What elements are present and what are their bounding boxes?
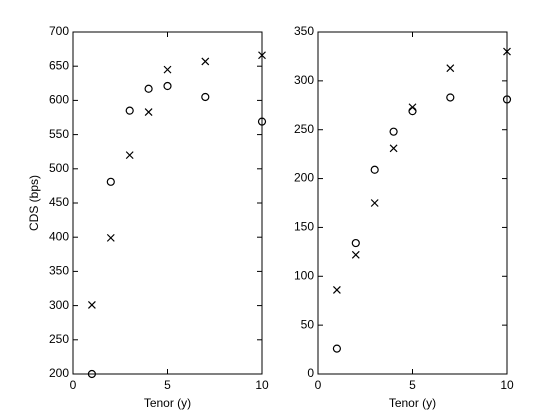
marker-cross — [201, 57, 210, 66]
y-tick-label: 500 — [49, 161, 69, 175]
marker-cross — [87, 300, 96, 309]
x-tick-label: 0 — [315, 378, 322, 392]
y-tick-label: 400 — [49, 229, 69, 243]
marker-circle — [502, 95, 512, 104]
x-axis-label: Tenor (y) — [144, 396, 191, 410]
marker-circle — [144, 84, 153, 93]
y-axis-label: CDS (bps) — [27, 175, 41, 231]
marker-circle — [106, 177, 115, 186]
x-tick-label: 0 — [70, 378, 77, 392]
marker-cross — [144, 108, 153, 116]
y-tick-label: 200 — [49, 366, 69, 380]
y-tick-label: 350 — [49, 264, 69, 278]
marker-cross — [351, 250, 360, 259]
y-tick-label: 300 — [294, 73, 314, 87]
y-tick-label: 150 — [294, 220, 314, 234]
axes-box — [72, 31, 263, 375]
marker-cross — [125, 151, 134, 160]
marker-cross — [446, 64, 455, 73]
marker-circle — [163, 81, 172, 91]
y-tick-label: 650 — [49, 58, 69, 72]
marker-cross — [389, 144, 398, 153]
y-tick-label: 250 — [294, 122, 314, 136]
marker-circle — [201, 92, 210, 102]
marker-circle — [389, 127, 398, 136]
y-tick-label: 200 — [294, 171, 314, 185]
marker-cross — [408, 103, 417, 112]
marker-circle — [87, 369, 97, 379]
x-tick-label: 5 — [164, 378, 171, 392]
marker-cross — [106, 233, 115, 242]
y-tick-label: 550 — [49, 127, 69, 141]
x-tick-label: 10 — [500, 378, 514, 392]
marker-circle — [370, 165, 379, 174]
marker-cross — [503, 47, 511, 56]
x-tick-label: 10 — [255, 378, 269, 392]
y-tick-label: 0 — [307, 366, 314, 380]
marker-cross — [332, 286, 341, 294]
marker-cross — [370, 199, 379, 207]
y-tick-label: 250 — [49, 332, 69, 346]
marker-circle — [351, 238, 360, 248]
y-tick-label: 300 — [49, 298, 69, 312]
x-tick-label: 5 — [409, 378, 416, 392]
y-tick-label: 50 — [301, 317, 315, 331]
y-tick-label: 450 — [49, 195, 69, 209]
marker-cross — [258, 51, 266, 60]
axes-box — [317, 31, 508, 375]
marker-circle — [125, 106, 134, 115]
marker-circle — [446, 93, 455, 102]
marker-cross — [163, 65, 172, 74]
marker-circle — [332, 344, 341, 353]
x-axis-label: Tenor (y) — [389, 396, 436, 410]
y-tick-label: 100 — [294, 268, 314, 282]
marker-circle — [257, 117, 267, 126]
y-tick-label: 600 — [49, 93, 69, 107]
y-tick-label: 700 — [49, 24, 69, 38]
y-tick-label: 350 — [294, 24, 314, 38]
